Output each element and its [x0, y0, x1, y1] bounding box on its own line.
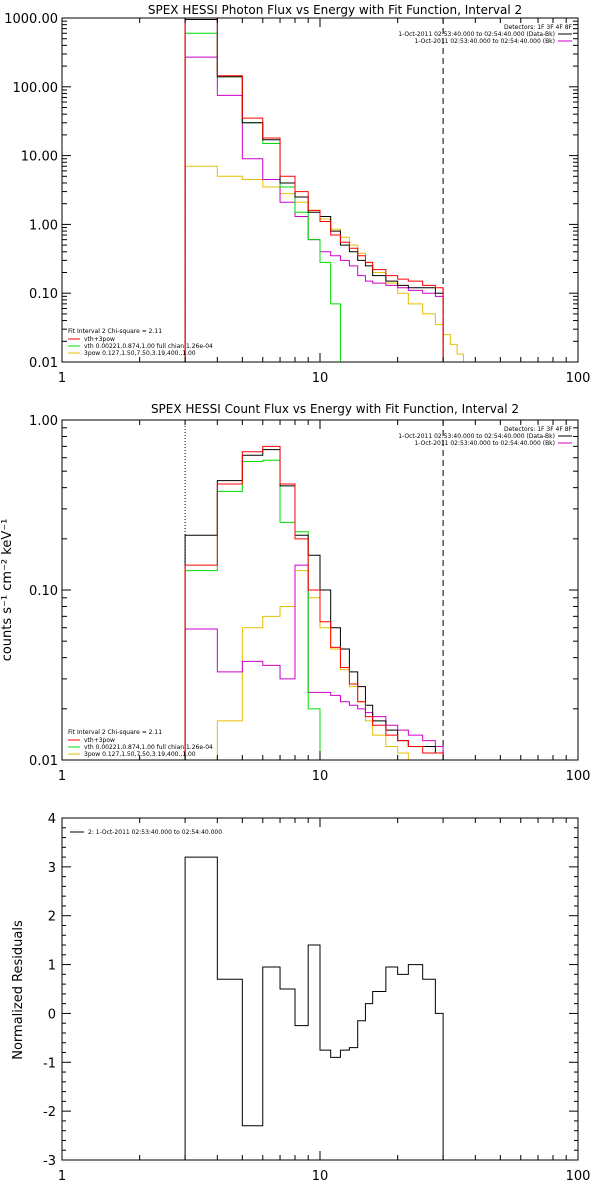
plot-area-count	[184, 420, 444, 761]
y-axis-label-count: counts s⁻¹ cm⁻² keV⁻¹	[0, 519, 15, 662]
legend-entry-interval: 2: 1-Oct-2011 02:53:40.000 to 02:54:40.0…	[88, 829, 222, 836]
legend-top-right-count: Detectors: 1F 3F 4F 8F 1-Oct-2011 02:53:…	[398, 426, 572, 447]
x-tick-label: 10	[312, 769, 329, 784]
legend-entry-vth-3pow: vth+3pow	[84, 336, 115, 343]
axes-count: 1 10 100 1.00 0.10 0.01	[29, 414, 590, 784]
legend-top-right-photon: Detectors: 1F 3F 4F 8F 1-Oct-2011 02:53:…	[398, 24, 572, 45]
x-tick-label: 1	[58, 769, 66, 784]
x-tick-label: 100	[566, 371, 591, 386]
y-tick-label: 3	[48, 861, 56, 876]
legend-entry-data-bk: 1-Oct-2011 02:53:40.000 to 02:54:40.000 …	[398, 433, 555, 440]
plot-area-residuals	[184, 856, 444, 1160]
x-tick-label: 1	[58, 371, 66, 386]
series-step-vth-3pow	[184, 445, 444, 760]
legend-header-detectors: Detectors: 1F 3F 4F 8F	[504, 426, 573, 433]
y-tick-label: 0.01	[29, 754, 58, 769]
series-step-data-bk	[184, 19, 444, 362]
series-step-vth	[184, 459, 331, 761]
panel-photon-flux: SPEX HESSI Photon Flux vs Energy with Fi…	[4, 3, 590, 386]
y-tick-label: 0.10	[29, 287, 58, 302]
series-step-vth-3pow	[184, 17, 444, 362]
legend-entry-bk: 1-Oct-2011 02:53:40.000 to 02:54:40.000 …	[415, 38, 556, 45]
legend-entry-3pow: 3pow 0.127,1.50,7.50,3.19,400.,1.00	[84, 350, 196, 357]
plot-area-photon	[184, 17, 476, 363]
y-tick-label: -1	[43, 1056, 56, 1071]
series-step-2	[184, 856, 444, 1160]
legend-bottom-left-photon: Fit Interval 2 Chi-square = 2.11 vth+3po…	[68, 328, 213, 357]
legend-residuals: 2: 1-Oct-2011 02:53:40.000 to 02:54:40.0…	[70, 829, 222, 836]
chart-title-count: SPEX HESSI Count Flux vs Energy with Fit…	[151, 402, 519, 416]
legend-entry-vth-3pow: vth+3pow	[84, 737, 115, 744]
panel-count-flux: SPEX HESSI Count Flux vs Energy with Fit…	[0, 402, 590, 784]
series-step-vth	[184, 32, 358, 363]
legend-entry-vth: vth 0.00221,0.874,1.00 full chian 1.26e-…	[84, 744, 213, 751]
y-tick-label: 1.00	[29, 218, 58, 233]
axes-photon: 1 10 100 1000.00 100.00 10.00 1.00 0.10 0.01	[4, 12, 590, 386]
y-tick-label: -2	[43, 1105, 56, 1120]
series-step-data-bk	[184, 449, 444, 760]
x-tick-label: 100	[566, 769, 591, 784]
series-step-bk	[184, 564, 444, 760]
legend-entry-3pow: 3pow 0.127,1.50,7.50,3.19,400.,1.00	[84, 751, 196, 758]
series-step-bk	[184, 56, 444, 362]
y-tick-label: 0.10	[29, 584, 58, 599]
y-tick-label: 1	[48, 959, 56, 974]
y-tick-label: 2	[48, 910, 56, 925]
y-axis-label-residuals: Normalized Residuals	[11, 920, 26, 1060]
legend-bottom-left-count: Fit Interval 2 Chi-square = 2.11 vth+3po…	[68, 729, 213, 758]
y-tick-label: 0	[48, 1007, 56, 1022]
legend-fit-header: Fit Interval 2 Chi-square = 2.11	[68, 729, 162, 736]
y-tick-label: 4	[48, 812, 56, 827]
plot-frame-photon	[61, 17, 579, 363]
legend-header-detectors: Detectors: 1F 3F 4F 8F	[504, 24, 573, 31]
x-tick-label: 10	[312, 371, 329, 386]
y-tick-label: 100.00	[13, 81, 59, 96]
legend-entry-bk: 1-Oct-2011 02:53:40.000 to 02:54:40.000 …	[415, 440, 556, 447]
y-tick-label: 1.00	[29, 414, 58, 429]
legend-fit-header: Fit Interval 2 Chi-square = 2.11	[68, 328, 162, 335]
y-tick-label: 0.01	[29, 356, 58, 371]
y-tick-label: 10.00	[21, 150, 58, 165]
y-tick-label: 1000.00	[4, 12, 58, 27]
series-step-3pow	[184, 165, 476, 363]
legend-entry-data-bk: 1-Oct-2011 02:53:40.000 to 02:54:40.000 …	[398, 31, 555, 38]
x-tick-label: 10	[312, 1169, 329, 1184]
legend-entry-vth: vth 0.00221,0.874,1.00 full chian 1.26e-…	[84, 343, 213, 350]
chart-title-photon: SPEX HESSI Photon Flux vs Energy with Fi…	[148, 3, 522, 17]
x-tick-label: 100	[566, 1169, 591, 1184]
x-tick-label: 1	[58, 1169, 66, 1184]
y-tick-label: -3	[43, 1154, 56, 1169]
